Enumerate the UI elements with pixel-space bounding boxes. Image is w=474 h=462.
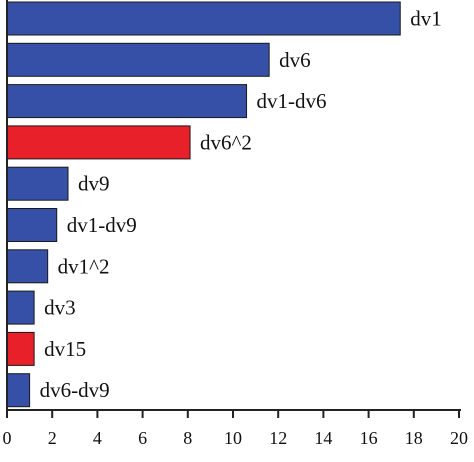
- bar-dv6-dv9: [6, 373, 31, 408]
- x-tick-label: 14: [314, 428, 332, 448]
- bar-label: dv1-dv6: [257, 89, 327, 113]
- bar-label: dv6^2: [200, 130, 252, 154]
- x-tick-label: 18: [405, 428, 423, 448]
- bar-dv3: [6, 290, 35, 325]
- bar-label: dv3: [44, 296, 75, 320]
- bar-dv9: [6, 166, 69, 201]
- bar-label: dv6-dv9: [40, 378, 110, 402]
- bar-dv6: [6, 42, 270, 77]
- bar-dv1-2: [6, 249, 49, 284]
- x-tick-label: 6: [138, 428, 147, 448]
- x-tick-label: 2: [48, 428, 57, 448]
- bar-label: dv1: [410, 7, 442, 31]
- x-tick-group: [6, 410, 460, 418]
- x-tick-label: 0: [3, 428, 12, 448]
- x-tick-label: 16: [360, 428, 378, 448]
- bar-label: dv6: [279, 48, 311, 72]
- bar-dv1-dv6: [6, 84, 248, 119]
- bar-dv1-dv9: [6, 208, 58, 242]
- x-tick-label: 4: [93, 428, 102, 448]
- x-tick-label-group: 0 2 4 6 8 10 12 14 16 18 20: [3, 428, 469, 448]
- x-tick-label: 20: [450, 428, 468, 448]
- bar-label: dv1-dv9: [67, 213, 137, 237]
- bar-group: [6, 1, 401, 408]
- bar-dv6-2: [6, 125, 191, 160]
- x-tick-label: 12: [269, 428, 287, 448]
- bar-dv15: [6, 331, 35, 366]
- bar-dv1: [6, 1, 401, 36]
- x-tick-label: 10: [224, 428, 242, 448]
- bar-label: dv1^2: [58, 254, 110, 278]
- bar-label: dv9: [78, 172, 110, 196]
- bar-label: dv15: [44, 337, 86, 361]
- x-tick-label: 8: [183, 428, 192, 448]
